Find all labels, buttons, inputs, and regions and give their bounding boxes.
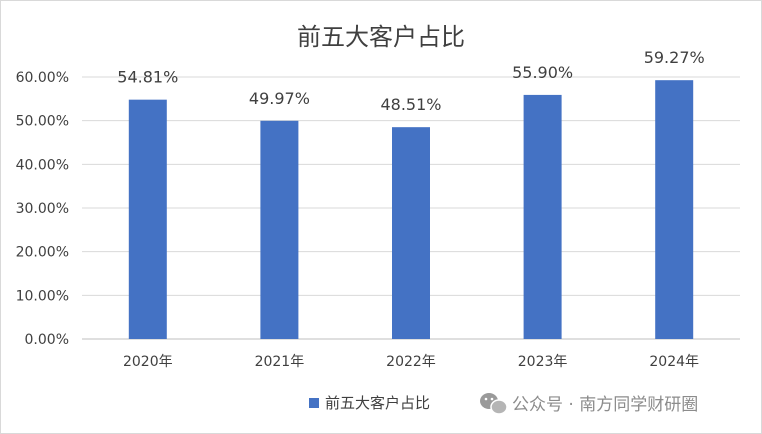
y-tick-label: 40.00% — [16, 157, 69, 173]
data-label: 54.81% — [117, 68, 178, 87]
bar — [655, 80, 694, 339]
legend-label: 前五大客户占比 — [325, 394, 430, 412]
data-label: 48.51% — [380, 95, 441, 114]
data-labels: 54.81% 49.97% 48.51% 55.90% 59.27% — [117, 48, 704, 114]
legend: 前五大客户占比 — [309, 394, 430, 412]
bar — [392, 127, 430, 339]
data-label: 55.90% — [512, 63, 573, 82]
y-tick-label: 10.00% — [16, 288, 69, 304]
y-tick-label: 30.00% — [16, 201, 69, 217]
bars — [128, 80, 694, 340]
watermark: 公众号 · 南方同学财研圈 — [480, 393, 698, 415]
y-axis-ticks: 0.00% 10.00% 20.00% 30.00% 40.00% 50.00% 60.00… — [16, 70, 69, 348]
legend-swatch — [309, 398, 319, 408]
bar — [128, 99, 167, 340]
data-label: 59.27% — [644, 48, 705, 67]
x-tick-label: 2024年 — [649, 354, 699, 370]
chart-title: 前五大客户占比 — [297, 23, 465, 51]
x-tick-label: 2021年 — [255, 354, 305, 370]
x-tick-label: 2023年 — [518, 354, 568, 370]
x-tick-label: 2022年 — [386, 354, 436, 370]
bar — [260, 120, 299, 339]
y-tick-label: 50.00% — [16, 114, 69, 130]
y-tick-label: 0.00% — [25, 332, 69, 348]
y-tick-label: 60.00% — [16, 70, 69, 86]
wechat-icon — [480, 393, 508, 415]
y-tick-label: 20.00% — [16, 245, 69, 261]
data-label: 49.97% — [249, 89, 310, 108]
x-tick-label: 2020年 — [123, 354, 173, 370]
x-axis-ticks: 2020年 2021年 2022年 2023年 2024年 — [123, 354, 699, 370]
watermark-text: 公众号 · 南方同学财研圈 — [512, 395, 698, 415]
bar — [523, 94, 562, 339]
